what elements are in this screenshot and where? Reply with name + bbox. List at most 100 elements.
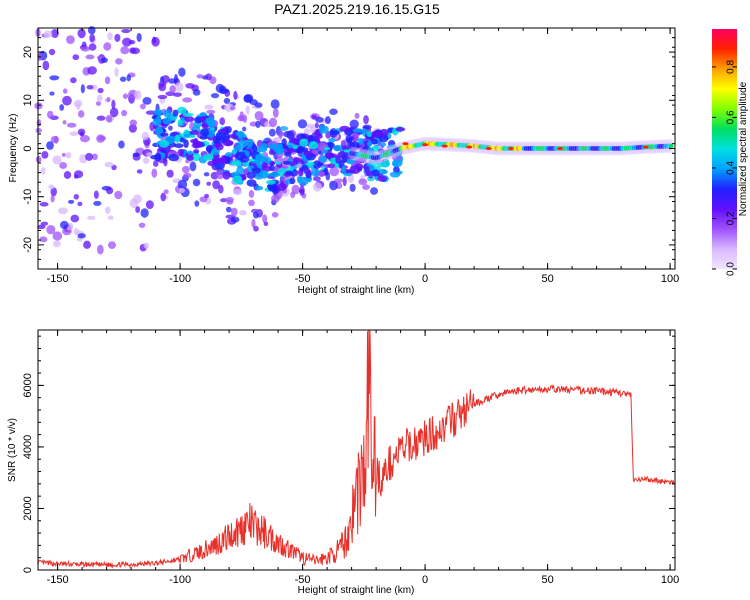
spectrogram-cell (357, 156, 367, 164)
spectrogram-cell (42, 60, 50, 71)
spectrogram-cell (315, 116, 324, 123)
y-tick-label: 0 (22, 145, 34, 151)
spectrogram-cell (253, 225, 259, 232)
spectrogram-cell (322, 125, 329, 134)
spectrogram-cell (52, 155, 62, 165)
spectrogram-cell (194, 200, 200, 207)
spectrogram-cell (200, 128, 210, 137)
spectrogram-cell (239, 210, 247, 216)
spectrogram-cell (152, 118, 162, 127)
spectrogram-cell (135, 206, 141, 214)
spectrogram-cell (271, 211, 279, 218)
spectrogram-cell (296, 176, 303, 184)
spectrogram-cell (276, 183, 287, 192)
spectrogram-cell (87, 215, 96, 221)
figure-title: PAZ1.2025.219.16.15.G15 (274, 1, 440, 17)
spectrogram-cell (114, 67, 119, 77)
x-tick-label: -50 (295, 574, 311, 586)
spectrogram-cell (303, 168, 311, 174)
spectrogram-cell (126, 74, 131, 82)
spectrogram-cell (357, 137, 364, 145)
spectrogram-cell (317, 134, 323, 139)
spectrogram-cell (233, 188, 243, 196)
spectrogram-cell (268, 117, 278, 128)
x-tick-label: 100 (661, 574, 679, 586)
spectrogram-cell (254, 185, 263, 191)
spectrogram-cell (174, 143, 184, 149)
snr-x-ticks: -150 -100 -50 0 50 100 (47, 330, 679, 586)
spectrogram-cell (392, 159, 403, 168)
snr-y-ticks: 0 2000 4000 6000 (22, 335, 675, 573)
spectrogram-cell (122, 37, 132, 47)
spectrogram-cell (114, 33, 121, 42)
spectrogram-cell (286, 130, 295, 140)
spectrogram-cell (377, 175, 388, 182)
spectrogram-cell (249, 121, 258, 127)
spectrogram-cell (162, 117, 172, 125)
spectrogram-hotspot (556, 147, 563, 150)
spectrogram-cell (380, 142, 387, 147)
spectrogram-cell (329, 108, 338, 116)
spectrogram-cell (120, 46, 130, 55)
spectrogram-cell (39, 236, 48, 243)
spectrogram-cell (358, 178, 368, 186)
spectrogram-cell (279, 126, 289, 131)
spectrogram-cell (272, 186, 279, 195)
spectrogram-cell (225, 152, 232, 158)
spectrogram-cell (104, 76, 111, 85)
spectrogram-cell (129, 119, 138, 126)
spectrogram-cell (132, 194, 142, 204)
spectrogram-cell (249, 99, 258, 105)
spectrogram-cell (87, 66, 97, 75)
spectrogram-cell (85, 54, 95, 60)
spectrogram-cell (136, 32, 142, 42)
spectrogram-cell (370, 138, 379, 145)
spectrogram-cell (177, 148, 185, 157)
spectrogram-cell (204, 104, 214, 110)
spectrogram-cell (354, 163, 364, 170)
spectrogram-cell (263, 221, 269, 226)
spectrogram-cell (62, 95, 72, 106)
spectrogram-cell (217, 157, 228, 164)
y-tick-label: 10 (22, 94, 34, 106)
spectrogram-cell (255, 120, 261, 128)
spectrogram-hotspot (324, 147, 331, 150)
spectrogram-cell (230, 207, 238, 217)
colorbar-gradient (712, 29, 737, 269)
spectrogram-cell (72, 54, 80, 61)
spectrogram-cell (128, 39, 136, 45)
spectrogram-cell (289, 177, 296, 185)
spectrogram-cell (178, 187, 186, 193)
x-tick-label: -100 (169, 574, 191, 586)
colorbar-tick-label: 0.0 (726, 262, 737, 276)
spectrogram-cell (237, 139, 249, 148)
spectrogram-cell (73, 174, 79, 179)
spectrogram-cell (89, 33, 96, 43)
snr-background (38, 330, 675, 570)
spectrogram-cell (80, 84, 85, 94)
spectrogram-cell (34, 102, 43, 110)
colorbar-tick-label: 0.6 (726, 110, 737, 124)
spectrogram-cell (345, 158, 356, 164)
spectrogram-cell (237, 130, 244, 140)
spectrogram-hotspot (343, 149, 350, 153)
spectrogram-cell (168, 78, 176, 84)
spectrogram-cell (168, 125, 173, 131)
spectrogram-cell (283, 151, 292, 157)
x-tick-label: -150 (47, 574, 69, 586)
spectrogram-cell (339, 125, 350, 132)
spectrogram-cell (177, 106, 187, 114)
spectrogram-cell (333, 144, 343, 152)
spectrogram-cell (62, 120, 67, 125)
snr-x-label: Height of straight line (km) (298, 585, 415, 596)
spectrogram-cell (205, 73, 212, 81)
spectrogram-cell (254, 111, 264, 121)
spectrogram-cell (233, 90, 238, 100)
spectrogram-cell (203, 172, 210, 177)
spectrogram-cell (232, 175, 243, 185)
spectrogram-cell (168, 153, 180, 162)
x-tick-label: -50 (295, 273, 311, 285)
spectrogram-cell (203, 153, 214, 161)
spectrogram-cell (91, 153, 98, 161)
spectrogram-cell (289, 160, 296, 167)
